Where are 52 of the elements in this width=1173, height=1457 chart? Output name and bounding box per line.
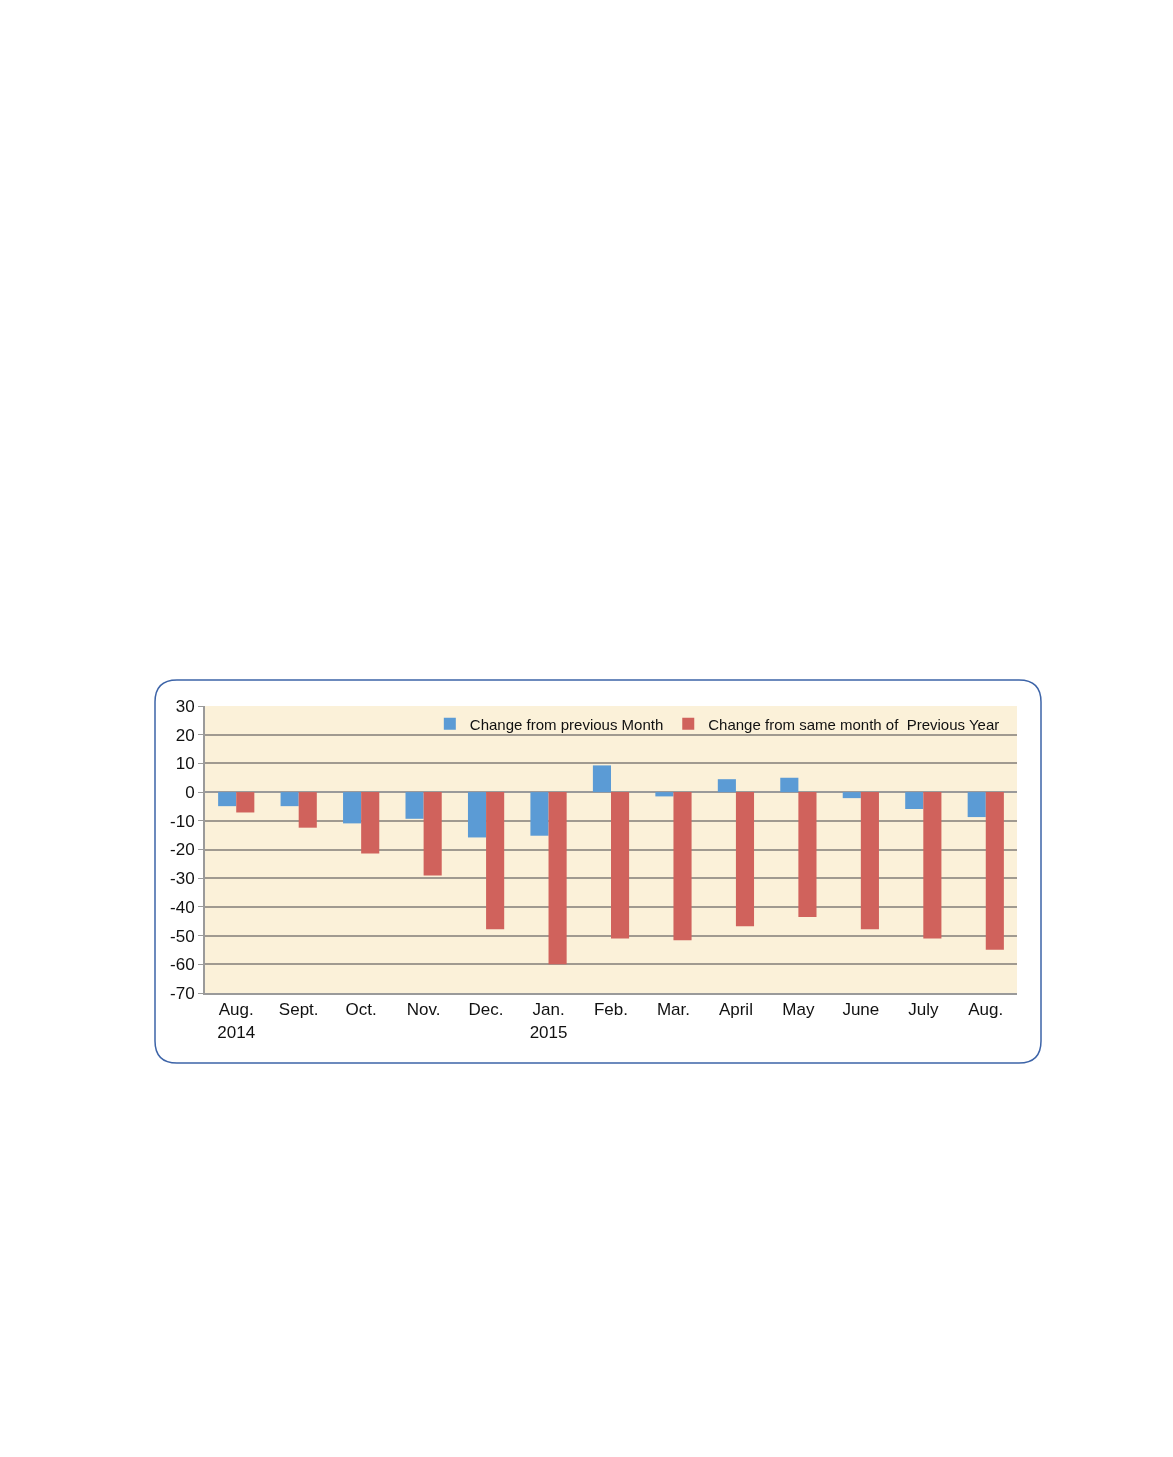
bar xyxy=(405,792,424,819)
y-tick-label: -50 xyxy=(170,926,195,946)
bar xyxy=(423,792,442,876)
bar xyxy=(655,792,674,797)
x-tick-label: Aug. 2014 xyxy=(217,1000,256,1042)
bar xyxy=(548,792,567,965)
x-tick-label: Nov. xyxy=(406,1000,441,1020)
bar xyxy=(673,792,692,941)
x-tick-label: May xyxy=(782,1000,815,1020)
y-tick-label: -60 xyxy=(170,955,195,975)
bar xyxy=(298,792,317,828)
bar xyxy=(717,779,736,793)
y-tick-label: -10 xyxy=(170,811,195,831)
bar xyxy=(236,792,255,813)
bar xyxy=(985,792,1004,950)
bar xyxy=(467,792,487,838)
y-tick-label: -20 xyxy=(170,840,195,860)
x-tick-label: Sept. xyxy=(278,1000,319,1020)
y-tick-label: 10 xyxy=(175,754,195,774)
x-tick-label: July xyxy=(908,1000,939,1020)
bar xyxy=(842,792,861,799)
x-tick-label: Mar. xyxy=(656,1000,690,1020)
bar xyxy=(611,792,630,939)
bar xyxy=(780,777,799,793)
y-tick-label: 30 xyxy=(175,696,195,716)
y-tick-label: 0 xyxy=(185,783,195,803)
bar xyxy=(530,792,549,836)
bar xyxy=(592,765,611,793)
bar xyxy=(735,792,755,927)
x-tick-label: Aug. xyxy=(968,1000,1004,1020)
x-tick-label: Dec. xyxy=(468,1000,504,1020)
x-tick-label: June xyxy=(842,1000,880,1020)
y-tick-label: -70 xyxy=(170,983,195,1003)
bar xyxy=(798,792,817,917)
bar xyxy=(218,792,237,807)
x-tick-label: April xyxy=(718,1000,753,1020)
bar xyxy=(343,792,362,824)
bar xyxy=(923,792,942,939)
y-tick-label: -30 xyxy=(170,869,195,889)
bar xyxy=(486,792,505,930)
legend-label: Change from previous Month xyxy=(469,715,664,733)
bar xyxy=(280,792,299,807)
x-tick-label: Feb. xyxy=(593,1000,629,1020)
x-tick-label: Jan. 2015 xyxy=(529,1000,568,1042)
y-tick-label: -40 xyxy=(170,897,195,917)
bar xyxy=(361,792,380,854)
bar xyxy=(967,792,986,818)
x-tick-label: Oct. xyxy=(345,1000,377,1020)
y-tick-label: 20 xyxy=(175,725,195,745)
legend-label: Change from same month of Previous Year xyxy=(708,715,1000,733)
bar xyxy=(905,792,924,810)
bar xyxy=(860,792,879,930)
